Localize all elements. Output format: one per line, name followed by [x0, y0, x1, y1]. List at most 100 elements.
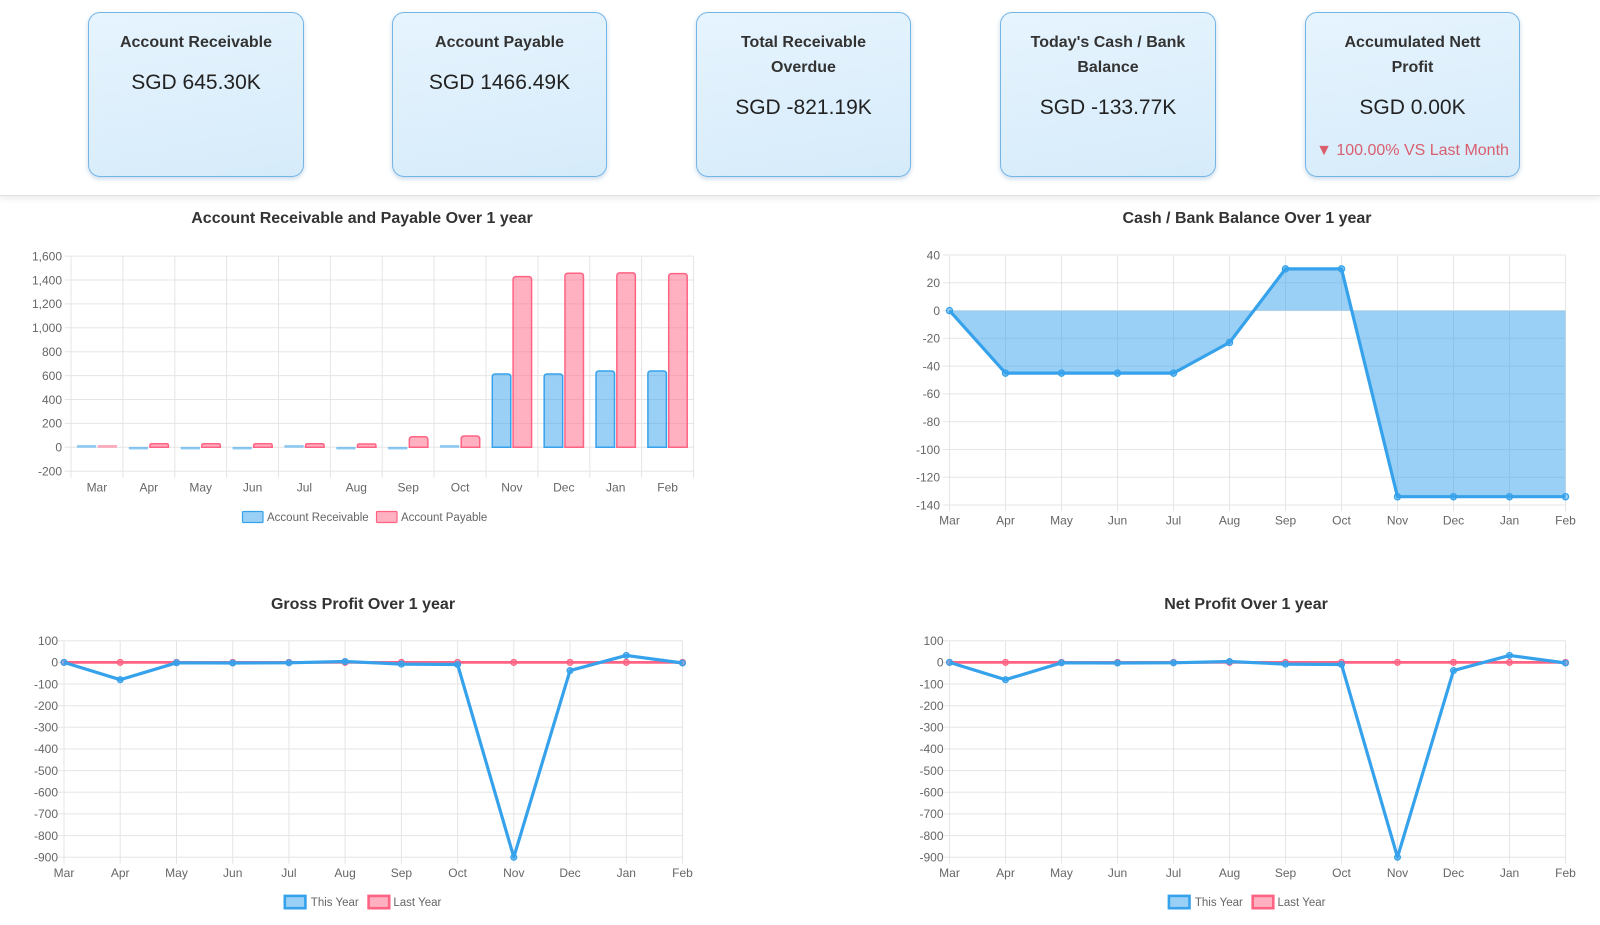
svg-text:100: 100 [38, 634, 58, 648]
svg-text:-100: -100 [916, 443, 940, 457]
svg-text:1,000: 1,000 [32, 321, 62, 335]
svg-text:-600: -600 [34, 786, 58, 800]
svg-text:Jun: Jun [223, 866, 242, 880]
svg-text:-600: -600 [919, 786, 943, 800]
svg-text:-100: -100 [34, 677, 58, 691]
svg-text:-500: -500 [34, 764, 58, 778]
svg-text:This Year: This Year [311, 897, 359, 909]
svg-text:-200: -200 [34, 699, 58, 713]
svg-text:Dec: Dec [1443, 866, 1464, 880]
svg-text:-400: -400 [34, 742, 58, 756]
svg-text:200: 200 [42, 417, 62, 431]
svg-text:Jul: Jul [1166, 866, 1181, 880]
svg-text:100: 100 [923, 634, 943, 648]
svg-text:-700: -700 [919, 807, 943, 821]
svg-text:Feb: Feb [1555, 513, 1576, 527]
svg-text:Cash / Bank Balance Over 1 yea: Cash / Bank Balance Over 1 year [1122, 210, 1371, 227]
svg-text:Apr: Apr [111, 866, 130, 880]
svg-text:0: 0 [55, 441, 62, 455]
svg-text:Nov: Nov [1387, 866, 1408, 880]
svg-text:400: 400 [42, 393, 62, 407]
svg-text:-20: -20 [923, 332, 941, 346]
svg-text:-200: -200 [38, 465, 62, 479]
svg-text:Oct: Oct [451, 480, 470, 494]
svg-text:1,400: 1,400 [32, 273, 62, 287]
svg-text:Net Profit Over 1 year: Net Profit Over 1 year [1164, 596, 1328, 613]
svg-text:-300: -300 [919, 721, 943, 735]
svg-text:Account Payable: Account Payable [401, 512, 487, 524]
svg-text:Jan: Jan [606, 480, 625, 494]
svg-text:Mar: Mar [54, 866, 75, 880]
svg-text:Aug: Aug [334, 866, 355, 880]
svg-text:Jul: Jul [1166, 513, 1181, 527]
svg-text:20: 20 [927, 276, 941, 290]
svg-text:Apr: Apr [996, 866, 1015, 880]
svg-text:40: 40 [927, 248, 941, 262]
svg-text:Gross Profit Over 1 year: Gross Profit Over 1 year [271, 596, 455, 613]
svg-text:800: 800 [42, 345, 62, 359]
svg-text:Apr: Apr [996, 513, 1015, 527]
svg-text:-40: -40 [923, 359, 941, 373]
svg-text:Jan: Jan [1500, 866, 1519, 880]
svg-text:Feb: Feb [1555, 866, 1576, 880]
svg-text:1,600: 1,600 [32, 249, 62, 263]
svg-text:-200: -200 [919, 699, 943, 713]
svg-text:Nov: Nov [1387, 513, 1408, 527]
svg-text:-120: -120 [916, 471, 940, 485]
svg-text:Jul: Jul [297, 480, 312, 494]
svg-text:Jun: Jun [1108, 866, 1127, 880]
svg-text:-800: -800 [34, 829, 58, 843]
svg-text:May: May [165, 866, 188, 880]
svg-text:-900: -900 [34, 851, 58, 865]
svg-text:Mar: Mar [939, 513, 960, 527]
svg-text:Account Receivable: Account Receivable [267, 512, 369, 524]
svg-text:Nov: Nov [501, 480, 522, 494]
svg-text:May: May [1050, 866, 1073, 880]
svg-text:May: May [1050, 513, 1073, 527]
svg-text:Feb: Feb [657, 480, 678, 494]
svg-text:May: May [189, 480, 212, 494]
svg-text:Aug: Aug [1219, 513, 1240, 527]
svg-text:Mar: Mar [939, 866, 960, 880]
svg-text:-60: -60 [923, 387, 941, 401]
svg-text:Jun: Jun [1108, 513, 1127, 527]
svg-text:0: 0 [937, 656, 944, 670]
svg-text:Oct: Oct [1332, 866, 1351, 880]
svg-text:Dec: Dec [1443, 513, 1464, 527]
svg-text:Apr: Apr [139, 480, 158, 494]
svg-text:Feb: Feb [672, 866, 693, 880]
svg-text:Jan: Jan [1500, 513, 1519, 527]
svg-text:-400: -400 [919, 742, 943, 756]
svg-text:-900: -900 [919, 851, 943, 865]
svg-text:Sep: Sep [391, 866, 413, 880]
svg-text:Dec: Dec [559, 866, 580, 880]
svg-text:Sep: Sep [398, 480, 420, 494]
svg-text:Jun: Jun [243, 480, 262, 494]
svg-text:600: 600 [42, 369, 62, 383]
svg-text:Jan: Jan [617, 866, 636, 880]
svg-text:This Year: This Year [1195, 897, 1243, 909]
svg-text:Nov: Nov [503, 866, 524, 880]
svg-text:-800: -800 [919, 829, 943, 843]
svg-text:-80: -80 [923, 415, 941, 429]
svg-text:0: 0 [933, 304, 940, 318]
svg-text:Aug: Aug [346, 480, 367, 494]
svg-text:-300: -300 [34, 721, 58, 735]
svg-text:-700: -700 [34, 807, 58, 821]
svg-text:-100: -100 [919, 677, 943, 691]
svg-text:Oct: Oct [448, 866, 467, 880]
svg-text:Jul: Jul [281, 866, 296, 880]
svg-text:Sep: Sep [1275, 866, 1297, 880]
svg-text:Sep: Sep [1275, 513, 1297, 527]
svg-text:-140: -140 [916, 498, 940, 512]
svg-text:Dec: Dec [553, 480, 574, 494]
svg-text:Aug: Aug [1219, 866, 1240, 880]
svg-text:Last Year: Last Year [393, 897, 441, 909]
svg-text:Oct: Oct [1332, 513, 1351, 527]
svg-text:Mar: Mar [87, 480, 108, 494]
svg-text:Account Receivable and Payable: Account Receivable and Payable Over 1 ye… [191, 210, 533, 227]
svg-text:Last Year: Last Year [1278, 897, 1326, 909]
svg-text:0: 0 [51, 656, 58, 670]
svg-text:-500: -500 [919, 764, 943, 778]
svg-text:1,200: 1,200 [32, 297, 62, 311]
